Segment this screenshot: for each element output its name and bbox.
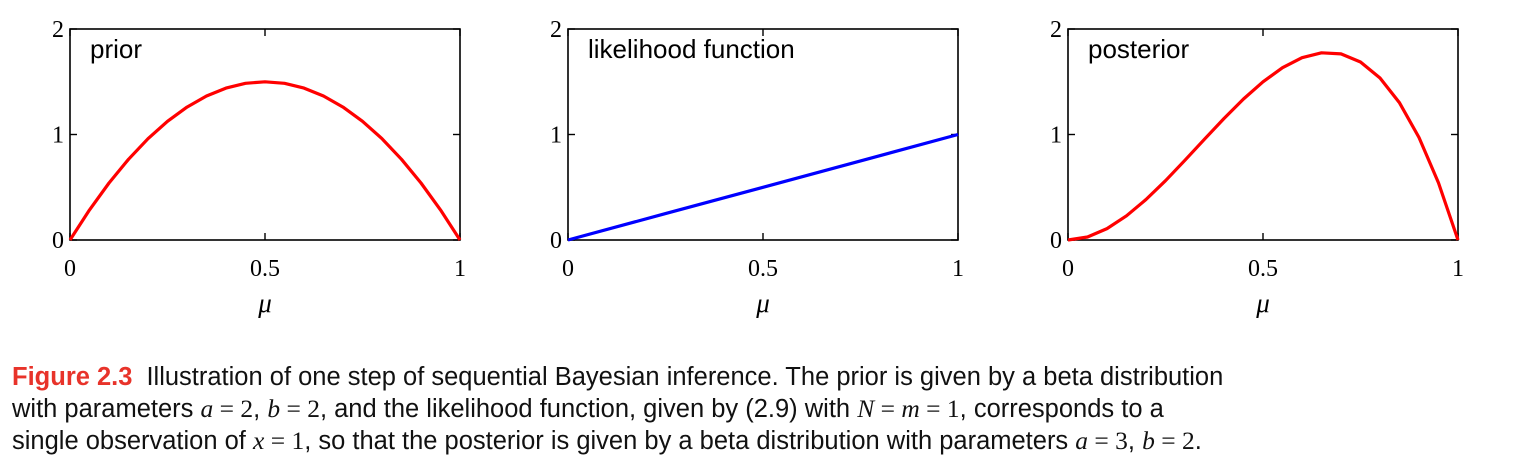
caption-text-1: Illustration of one step of sequential B… — [146, 363, 1224, 391]
math-op: = — [1088, 426, 1116, 455]
math-num: 1 — [291, 426, 305, 455]
x-axis-label: μ — [1255, 288, 1270, 318]
y-tick-label: 0 — [1050, 228, 1062, 254]
chart-panel-3: 0 1 2 0 0.5 1 μ posterior — [1050, 17, 1464, 318]
caption-text: , — [253, 395, 268, 423]
x-axis-label: μ — [755, 288, 770, 318]
y-tick-label: 2 — [52, 17, 64, 43]
x-tick-label: 0.5 — [250, 256, 280, 282]
math-var: a — [1075, 426, 1089, 455]
figure-caption: Figure 2.3 Illustration of one step of se… — [12, 362, 1512, 457]
x-tick-label: 1 — [1452, 256, 1464, 282]
caption-line-2: with parameters a = 2, b = 2, and the li… — [12, 393, 1512, 425]
y-tick-label: 1 — [550, 123, 562, 149]
math-var: m — [901, 394, 920, 423]
math-num: 2 — [240, 394, 254, 423]
math-num: 2 — [1181, 426, 1195, 455]
caption-text: , so that the posterior is given by a be… — [304, 427, 1076, 455]
math-num: 3 — [1115, 426, 1128, 455]
math-var: a — [200, 394, 214, 423]
caption-text: , corresponds to a — [959, 395, 1164, 423]
y-tick-label: 1 — [52, 123, 64, 149]
caption-line-1: Figure 2.3 Illustration of one step of se… — [12, 362, 1512, 393]
math-num: 2 — [307, 394, 320, 423]
y-tick-label: 0 — [550, 228, 562, 254]
math-op: = — [280, 394, 308, 423]
caption-text: . — [1194, 427, 1202, 455]
x-tick-label: 1 — [454, 256, 466, 282]
math-op: = — [213, 394, 241, 423]
series-line-1 — [68, 80, 462, 241]
y-tick-label: 2 — [1050, 17, 1062, 43]
math-var: x — [252, 426, 265, 455]
figure-label: Figure 2.3 — [12, 363, 133, 391]
math-op: = — [1154, 426, 1182, 455]
y-tick-label: 1 — [1050, 123, 1062, 149]
caption-text: single observation of — [12, 427, 253, 455]
x-tick-label: 0 — [1062, 256, 1074, 282]
caption-text: , — [1127, 427, 1143, 455]
figure-panels: 0 1 2 0 0.5 1 μ prior 0 1 2 0 0.5 1 μ likelihood functi… — [52, 17, 1464, 318]
x-tick-label: 0.5 — [1248, 256, 1278, 282]
math-op: = — [919, 394, 947, 423]
x-tick-label: 1 — [952, 256, 964, 282]
panel-title: posterior — [1088, 34, 1189, 64]
panel-title: prior — [90, 34, 142, 64]
x-tick-label: 0.5 — [748, 256, 778, 282]
y-tick-label: 0 — [52, 228, 64, 254]
panel-title: likelihood function — [588, 34, 795, 64]
chart-panel-1: 0 1 2 0 0.5 1 μ prior — [52, 17, 466, 318]
caption-line-3: single observation of x = 1, so that the… — [12, 425, 1512, 457]
math-var: b — [267, 394, 281, 423]
math-num: 1 — [946, 394, 960, 423]
x-tick-label: 0 — [64, 256, 76, 282]
math-op: = — [264, 426, 292, 455]
series-line-1 — [1067, 51, 1460, 242]
x-axis-label: μ — [257, 288, 272, 318]
chart-panel-2: 0 1 2 0 0.5 1 μ likelihood function — [550, 17, 964, 318]
x-tick-label: 0 — [562, 256, 574, 282]
y-tick-label: 2 — [550, 17, 562, 43]
caption-text: with parameters — [12, 395, 201, 423]
caption-text: , and the likelihood function, given by … — [319, 395, 858, 423]
math-var: N — [857, 394, 875, 423]
math-var: b — [1142, 426, 1155, 455]
series-line-1 — [567, 132, 959, 242]
math-op: = — [874, 394, 902, 423]
